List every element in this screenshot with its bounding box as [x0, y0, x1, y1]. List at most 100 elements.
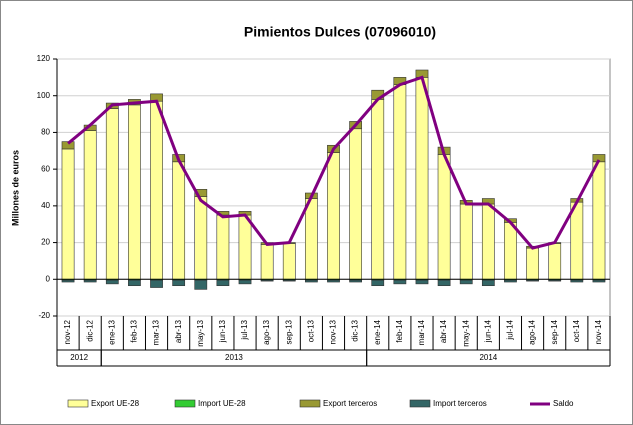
- bar: [570, 279, 584, 283]
- x-tick-label: abr-14: [439, 319, 448, 343]
- x-tick-label: dic-12: [85, 319, 94, 341]
- bar: [481, 203, 495, 280]
- bar: [61, 148, 75, 280]
- legend-swatch: [299, 399, 321, 408]
- x-tick-label: jul-14: [506, 319, 515, 340]
- bar: [437, 154, 451, 280]
- bar: [260, 244, 274, 280]
- bar: [393, 279, 407, 285]
- bar: [238, 279, 252, 285]
- x-tick-label: mar-14: [417, 319, 426, 345]
- y-tick-label: -20: [38, 311, 50, 320]
- x-tick-label: sep-13: [284, 319, 293, 344]
- bar: [570, 201, 584, 280]
- bar: [415, 77, 429, 280]
- bar: [194, 279, 208, 290]
- x-tick-label: oct-14: [572, 319, 581, 342]
- bar: [216, 279, 230, 287]
- bar: [304, 198, 318, 280]
- year-label: 2014: [479, 353, 497, 362]
- bar: [371, 99, 385, 280]
- y-tick-label: 100: [37, 91, 51, 100]
- legend-label: Export terceros: [323, 399, 377, 408]
- bar: [150, 279, 163, 288]
- y-tick-label: 40: [41, 201, 50, 210]
- bar: [128, 104, 141, 280]
- x-tick-label: may-13: [196, 319, 205, 346]
- bar: [504, 279, 517, 283]
- bar: [459, 279, 473, 285]
- bar: [83, 279, 97, 283]
- y-tick-label: 80: [41, 128, 50, 137]
- y-tick-label: 20: [41, 238, 50, 247]
- bar: [172, 279, 186, 287]
- legend-label: Import terceros: [433, 399, 487, 408]
- bar: [282, 279, 296, 282]
- x-tick-label: oct-13: [306, 319, 315, 342]
- y-axis-label: Millones de euros: [10, 150, 20, 226]
- bar: [260, 279, 274, 282]
- bar: [61, 279, 75, 283]
- bar: [105, 108, 119, 280]
- x-tick-label: ene-14: [373, 319, 382, 344]
- bar: [128, 279, 141, 287]
- x-tick-label: feb-14: [395, 319, 404, 342]
- bar: [304, 279, 318, 283]
- bar: [83, 130, 97, 280]
- bar: [393, 84, 407, 280]
- x-tick-label: jun-14: [483, 319, 492, 343]
- x-tick-label: jul-13: [240, 319, 249, 340]
- x-tick-label: dic-13: [351, 319, 360, 341]
- x-tick-label: ene-13: [107, 319, 116, 344]
- x-tick-label: mar-13: [152, 319, 161, 345]
- bar: [327, 152, 340, 280]
- x-tick-label: feb-13: [130, 319, 139, 342]
- year-label: 2012: [70, 353, 88, 362]
- bar: [371, 279, 385, 287]
- bar: [327, 279, 340, 283]
- x-tick-label: ago-13: [262, 319, 271, 344]
- bar: [548, 243, 562, 280]
- x-tick-label: may-14: [461, 319, 470, 346]
- bar: [150, 100, 163, 280]
- x-tick-label: abr-13: [174, 319, 183, 343]
- x-tick-label: nov-12: [63, 319, 72, 344]
- x-tick-label: nov-13: [329, 319, 338, 344]
- x-tick-label: sep-14: [550, 319, 559, 344]
- legend-swatch: [174, 399, 196, 408]
- bar: [415, 279, 429, 285]
- bar: [349, 128, 363, 280]
- bar: [592, 279, 606, 283]
- bar: [349, 279, 363, 283]
- x-tick-label: nov-14: [594, 319, 603, 344]
- bar: [526, 247, 539, 280]
- chart-title: Pimientos Dulces (07096010): [244, 24, 436, 40]
- y-tick-label: 0: [46, 274, 51, 283]
- y-tick-label: 60: [41, 164, 50, 173]
- bar: [238, 214, 252, 280]
- x-tick-label: jun-13: [218, 319, 227, 343]
- bar: [504, 222, 517, 280]
- bar: [194, 189, 208, 197]
- x-tick-label: ago-14: [528, 319, 537, 344]
- legend-label: Saldo: [553, 399, 574, 408]
- bar: [526, 279, 539, 282]
- bar: [194, 196, 208, 280]
- year-label: 2013: [225, 353, 243, 362]
- line: [67, 75, 601, 250]
- legend-swatch: [67, 399, 89, 408]
- legend-label: Export UE-28: [91, 399, 140, 408]
- bar: [105, 279, 119, 285]
- legend-swatch: [409, 399, 431, 408]
- bar: [437, 279, 451, 287]
- bar: [172, 161, 186, 280]
- bar: [282, 243, 296, 280]
- bar: [548, 279, 562, 282]
- y-tick-label: 120: [37, 54, 51, 63]
- legend-label: Import UE-28: [198, 399, 246, 408]
- bar: [481, 279, 495, 287]
- bar: [216, 214, 230, 280]
- bar: [592, 161, 606, 280]
- bar: [459, 203, 473, 280]
